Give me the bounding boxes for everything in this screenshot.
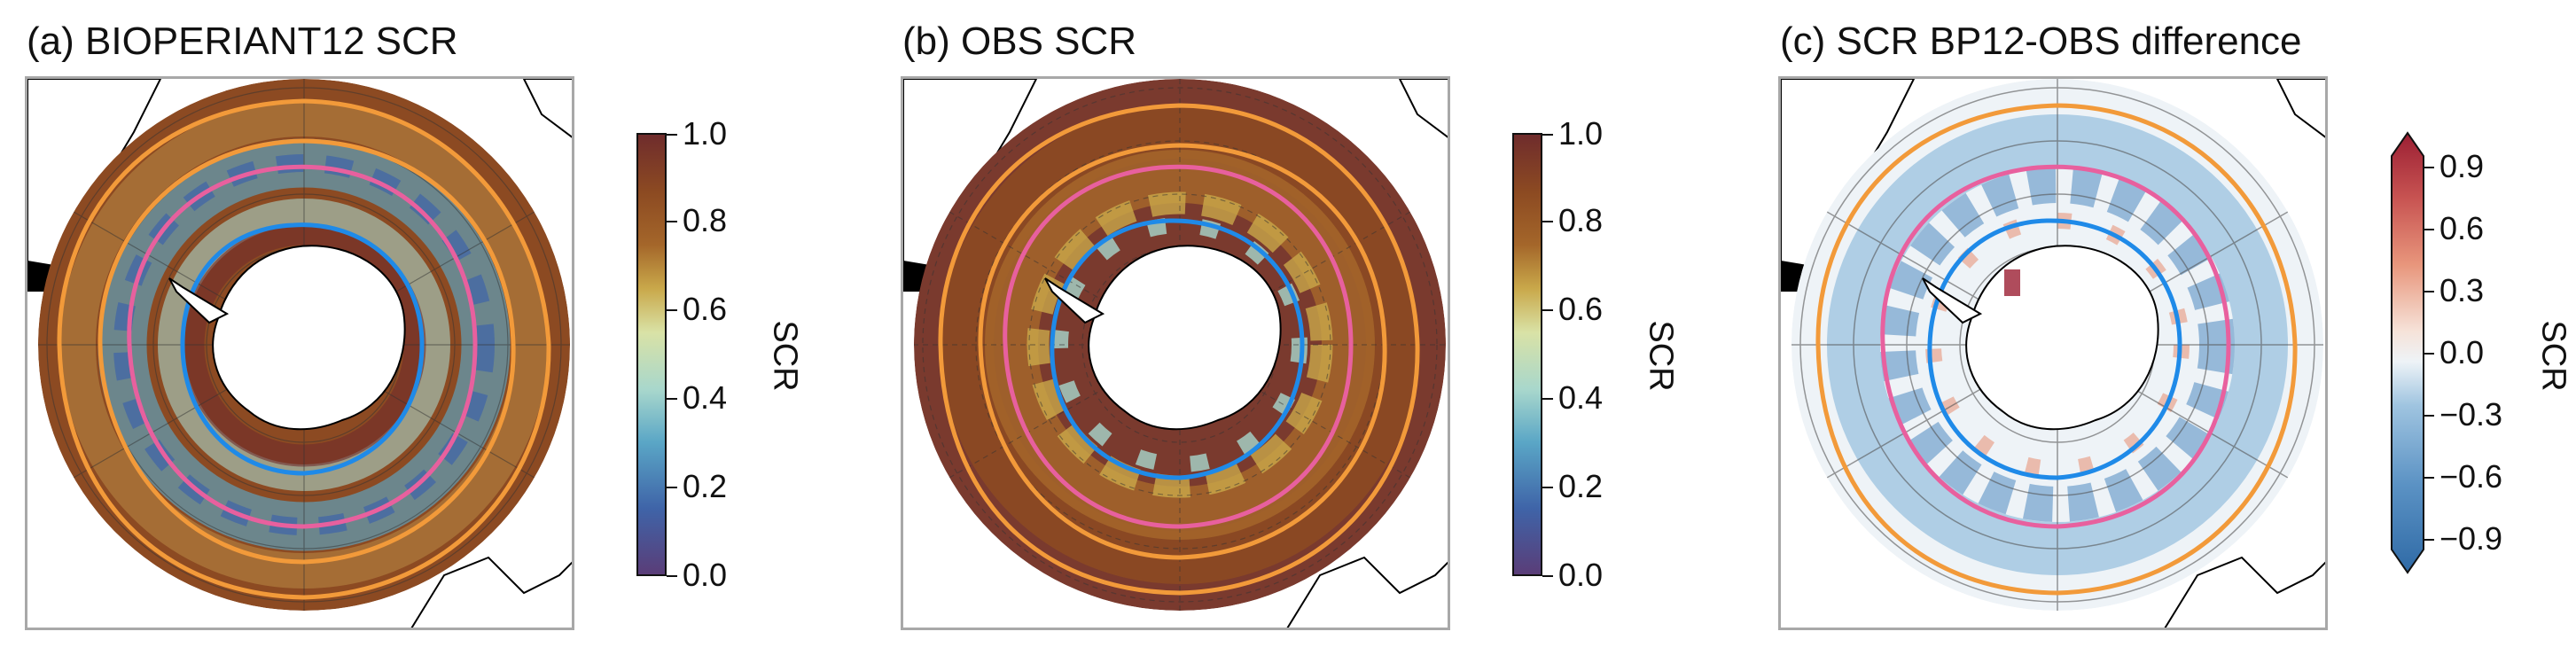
panel-a-map-svg bbox=[27, 79, 572, 628]
panel-a-front-pink bbox=[127, 164, 478, 529]
panel-c-colorbar-label: SCR bbox=[2534, 320, 2572, 392]
panel-a-tick: 0.4 bbox=[683, 379, 728, 416]
panel-b-tick: 0.4 bbox=[1558, 379, 1604, 416]
panel-b-colorbar-label: SCR bbox=[1642, 320, 1680, 392]
panel-c-coastline-australia bbox=[2164, 556, 2325, 628]
panel-c-hotspot bbox=[2004, 269, 2020, 296]
panel-a-front-orange-inner bbox=[98, 138, 516, 565]
panel-c-tick: 0.3 bbox=[2439, 272, 2485, 308]
panel-b-front-orange-inner bbox=[978, 143, 1387, 560]
panel-b-coastline-australia bbox=[1286, 556, 1448, 628]
panel-a-tick: 1.0 bbox=[683, 115, 728, 152]
panel-b-coastline-africa bbox=[1398, 79, 1448, 138]
panel-a-colorbar bbox=[636, 133, 667, 576]
panel-c-tick: −0.3 bbox=[2439, 396, 2503, 433]
panel-b-map bbox=[901, 76, 1450, 630]
panel-c-front-blue bbox=[1927, 218, 2182, 480]
panel-c-coastline-africa bbox=[2275, 79, 2325, 138]
panel-b-map-svg bbox=[903, 79, 1448, 628]
panel-b-tick: 1.0 bbox=[1558, 115, 1604, 152]
panel-c-tick: 0.6 bbox=[2439, 210, 2485, 246]
panel-a-coastline-africa bbox=[522, 79, 572, 138]
panel-c-map bbox=[1778, 76, 2328, 630]
panel-b-colorbar bbox=[1512, 133, 1542, 576]
panel-a-coastline-australia bbox=[410, 556, 572, 628]
panel-a-tick: 0.8 bbox=[683, 202, 728, 238]
panel-b-tick: 0.2 bbox=[1558, 468, 1604, 504]
panel-a-antarctic-peninsula bbox=[168, 277, 230, 324]
panel-c-front-orange-outer bbox=[1815, 103, 2298, 596]
panel-a-tick: 0.0 bbox=[683, 557, 728, 593]
panel-c-colorbar bbox=[2391, 131, 2424, 574]
panel-b-tick: 0.0 bbox=[1558, 557, 1604, 593]
panel-b-antarctic-peninsula bbox=[1044, 277, 1105, 324]
panel-c-tick: −0.9 bbox=[2439, 520, 2503, 557]
panel-b-front-blue bbox=[1050, 218, 1305, 480]
panel-a-front-orange-outer bbox=[57, 98, 551, 600]
panel-b-tick: 0.6 bbox=[1558, 291, 1604, 327]
panel-a-tick: 0.6 bbox=[683, 291, 728, 327]
panel-a-colorbar-label: SCR bbox=[766, 320, 804, 392]
panel-a-front-blue bbox=[180, 222, 425, 476]
panel-a-map bbox=[25, 76, 574, 630]
panel-c-map-svg bbox=[1781, 79, 2325, 628]
panel-c-tick: 0.9 bbox=[2439, 148, 2485, 184]
panel-c-tick: −0.6 bbox=[2439, 458, 2503, 495]
panel-a-title: (a) BIOPERIANT12 SCR bbox=[27, 19, 458, 63]
panel-c-front-pink bbox=[1880, 164, 2231, 529]
panel-b-front-pink bbox=[1003, 164, 1354, 529]
panel-c-title: (c) SCR BP12-OBS difference bbox=[1780, 19, 2302, 63]
panel-b-ring-light bbox=[1026, 191, 1333, 498]
panel-c-antarctic-peninsula bbox=[1922, 277, 1983, 324]
panel-b-title: (b) OBS SCR bbox=[902, 19, 1137, 63]
panel-b-tick: 0.8 bbox=[1558, 202, 1604, 238]
panel-b-front-orange-outer bbox=[938, 103, 1420, 596]
panel-c-tick: 0.0 bbox=[2439, 334, 2485, 370]
panel-a-tick: 0.2 bbox=[683, 468, 728, 504]
